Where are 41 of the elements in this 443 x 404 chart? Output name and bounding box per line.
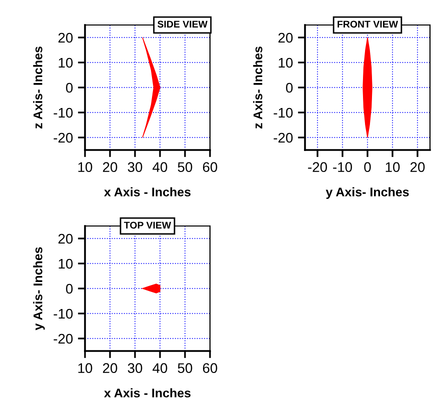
chart-title: FRONT VIEW: [338, 20, 398, 28]
chart-title: TOP VIEW: [124, 222, 172, 229]
y-tick-label: 0: [286, 82, 293, 93]
x-tick-label: 40: [152, 363, 168, 374]
x-tick-label: 30: [128, 162, 142, 172]
y-tick-label: -10: [54, 308, 73, 319]
x-tick-label: 30: [128, 363, 142, 374]
x-tick-label: 40: [152, 162, 168, 172]
y-tick-label: 10: [58, 258, 73, 269]
x-tick-label: 50: [178, 162, 192, 172]
x-tick-label: 10: [386, 162, 400, 172]
x-tick-label: 20: [102, 162, 118, 172]
y-tick-label: 10: [278, 58, 293, 68]
x-axis-title: x Axis - Inches: [104, 187, 191, 196]
y-tick-label: -20: [54, 132, 73, 143]
y-axis-title: y Axis- Inches: [33, 247, 45, 330]
x-tick-label: 60: [202, 363, 218, 374]
x-axis-title: x Axis - Inches: [104, 388, 191, 398]
y-axis-title: z Axis- Inches: [253, 46, 262, 128]
y-tick-label: -10: [274, 108, 293, 118]
y-tick-label: -20: [274, 132, 293, 143]
x-tick-label: 0: [364, 162, 371, 172]
x-tick-label: 50: [178, 363, 192, 374]
y-tick-label: 10: [58, 58, 73, 68]
y-tick-label: -20: [54, 334, 73, 344]
x-tick-label: 20: [102, 363, 118, 374]
y-tick-label: -10: [54, 108, 73, 118]
y-tick-label: 20: [58, 234, 73, 244]
y-tick-label: 20: [58, 32, 73, 43]
x-tick-label: 20: [410, 162, 425, 172]
y-axis-title: z Axis- Inches: [33, 46, 42, 128]
y-tick-label: 0: [66, 284, 73, 294]
x-tick-label: 60: [202, 162, 218, 172]
chart-title: SIDE VIEW: [158, 20, 208, 28]
x-tick-label: 10: [78, 363, 92, 374]
x-tick-label: -20: [308, 162, 327, 172]
y-tick-label: 0: [66, 82, 73, 93]
x-axis-title: y Axis- Inches: [326, 187, 409, 199]
x-tick-label: -10: [333, 162, 352, 172]
y-tick-label: 20: [278, 32, 293, 43]
x-tick-label: 10: [78, 162, 92, 172]
